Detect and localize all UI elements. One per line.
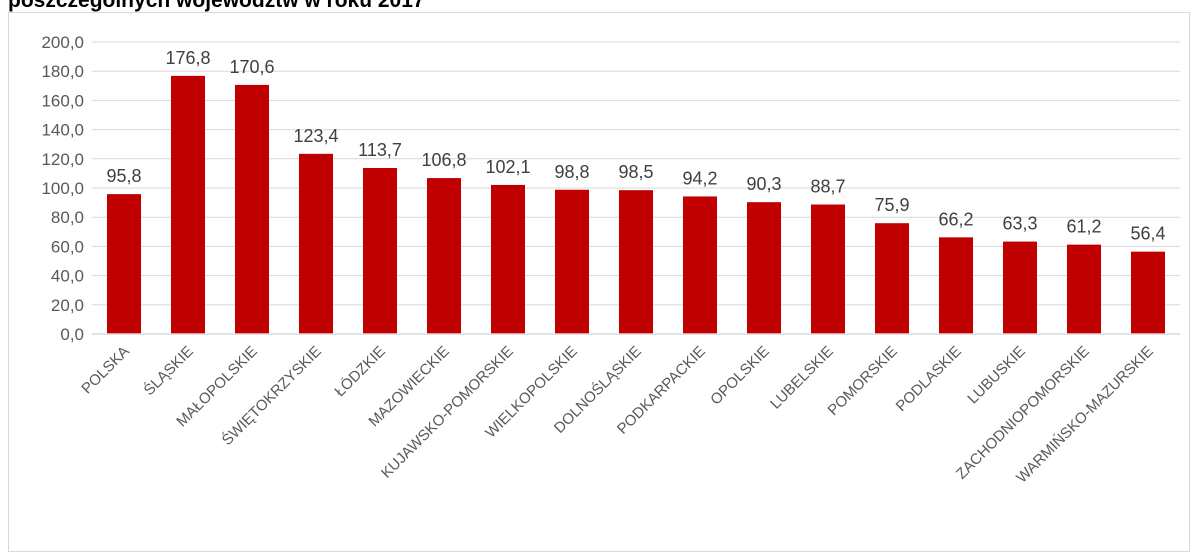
y-tick-label: 200,0 — [41, 33, 84, 52]
category-label: ŁÓDZKIE — [331, 343, 388, 400]
data-label: 94,2 — [682, 168, 717, 188]
y-tick-label: 80,0 — [51, 208, 84, 227]
data-label: 106,8 — [421, 150, 466, 170]
chart-title: poszczególnych województw w roku 2017 — [8, 0, 425, 12]
category-label: PODLASKIE — [893, 343, 965, 415]
y-tick-label: 40,0 — [51, 267, 84, 286]
y-tick-label: 60,0 — [51, 237, 84, 256]
y-tick-label: 0,0 — [60, 325, 84, 344]
data-label: 123,4 — [293, 126, 338, 146]
bar — [1067, 244, 1101, 334]
data-label: 102,1 — [485, 157, 530, 177]
data-label: 98,5 — [618, 162, 653, 182]
bar — [171, 75, 205, 334]
bar — [363, 167, 397, 334]
bar — [939, 237, 973, 334]
bar — [1131, 251, 1165, 334]
data-labels: 95,8 176,8 170,6 123,4 113,7 106,8 102,1 98,8 98… — [106, 48, 1165, 244]
y-tick-label: 20,0 — [51, 296, 84, 315]
bar — [619, 190, 653, 334]
bars — [107, 75, 1165, 334]
bar — [875, 223, 909, 334]
bar — [235, 84, 269, 334]
data-label: 98,8 — [554, 162, 589, 182]
bar — [747, 202, 781, 334]
bar — [491, 184, 525, 334]
title-strip: poszczególnych województw w roku 2017 — [0, 0, 1196, 12]
y-tick-label: 120,0 — [41, 150, 84, 169]
y-tick-label: 180,0 — [41, 62, 84, 81]
category-label: POLSKA — [78, 343, 132, 397]
data-label: 176,8 — [165, 48, 210, 68]
data-label: 113,7 — [358, 140, 402, 160]
category-label: ŚLĄSKIE — [140, 342, 197, 399]
data-label: 63,3 — [1002, 214, 1037, 234]
category-label: KUJAWSKO-POMORSKIE — [378, 343, 517, 482]
data-label: 90,3 — [746, 174, 781, 194]
data-label: 61,2 — [1066, 217, 1101, 237]
y-axis: 0,0 20,0 40,0 60,0 80,0 100,0 120,0 140,0 160,0 1… — [41, 33, 84, 344]
bar — [1003, 241, 1037, 334]
data-label: 170,6 — [229, 57, 274, 77]
bar — [683, 196, 717, 334]
bar — [299, 153, 333, 334]
data-label: 75,9 — [874, 195, 909, 215]
category-label: WARMIŃSKO-MAZURSKIE — [1013, 343, 1157, 487]
data-label: 56,4 — [1130, 224, 1165, 244]
category-label: LUBUSKIE — [964, 343, 1028, 407]
bar — [811, 204, 845, 334]
category-label: OPOLSKIE — [707, 343, 773, 409]
bar — [555, 189, 589, 334]
bar — [107, 194, 141, 334]
category-label: ZACHODNIOPOMORSKIE — [953, 343, 1093, 483]
y-tick-label: 160,0 — [41, 91, 84, 110]
data-label: 88,7 — [810, 176, 845, 196]
category-label: LUBELSKIE — [767, 343, 837, 413]
y-tick-label: 140,0 — [41, 121, 84, 140]
bar — [427, 178, 461, 334]
data-label: 95,8 — [106, 166, 141, 186]
chart-frame — [8, 12, 1190, 552]
y-tick-label: 100,0 — [41, 179, 84, 198]
data-label: 66,2 — [938, 209, 973, 229]
